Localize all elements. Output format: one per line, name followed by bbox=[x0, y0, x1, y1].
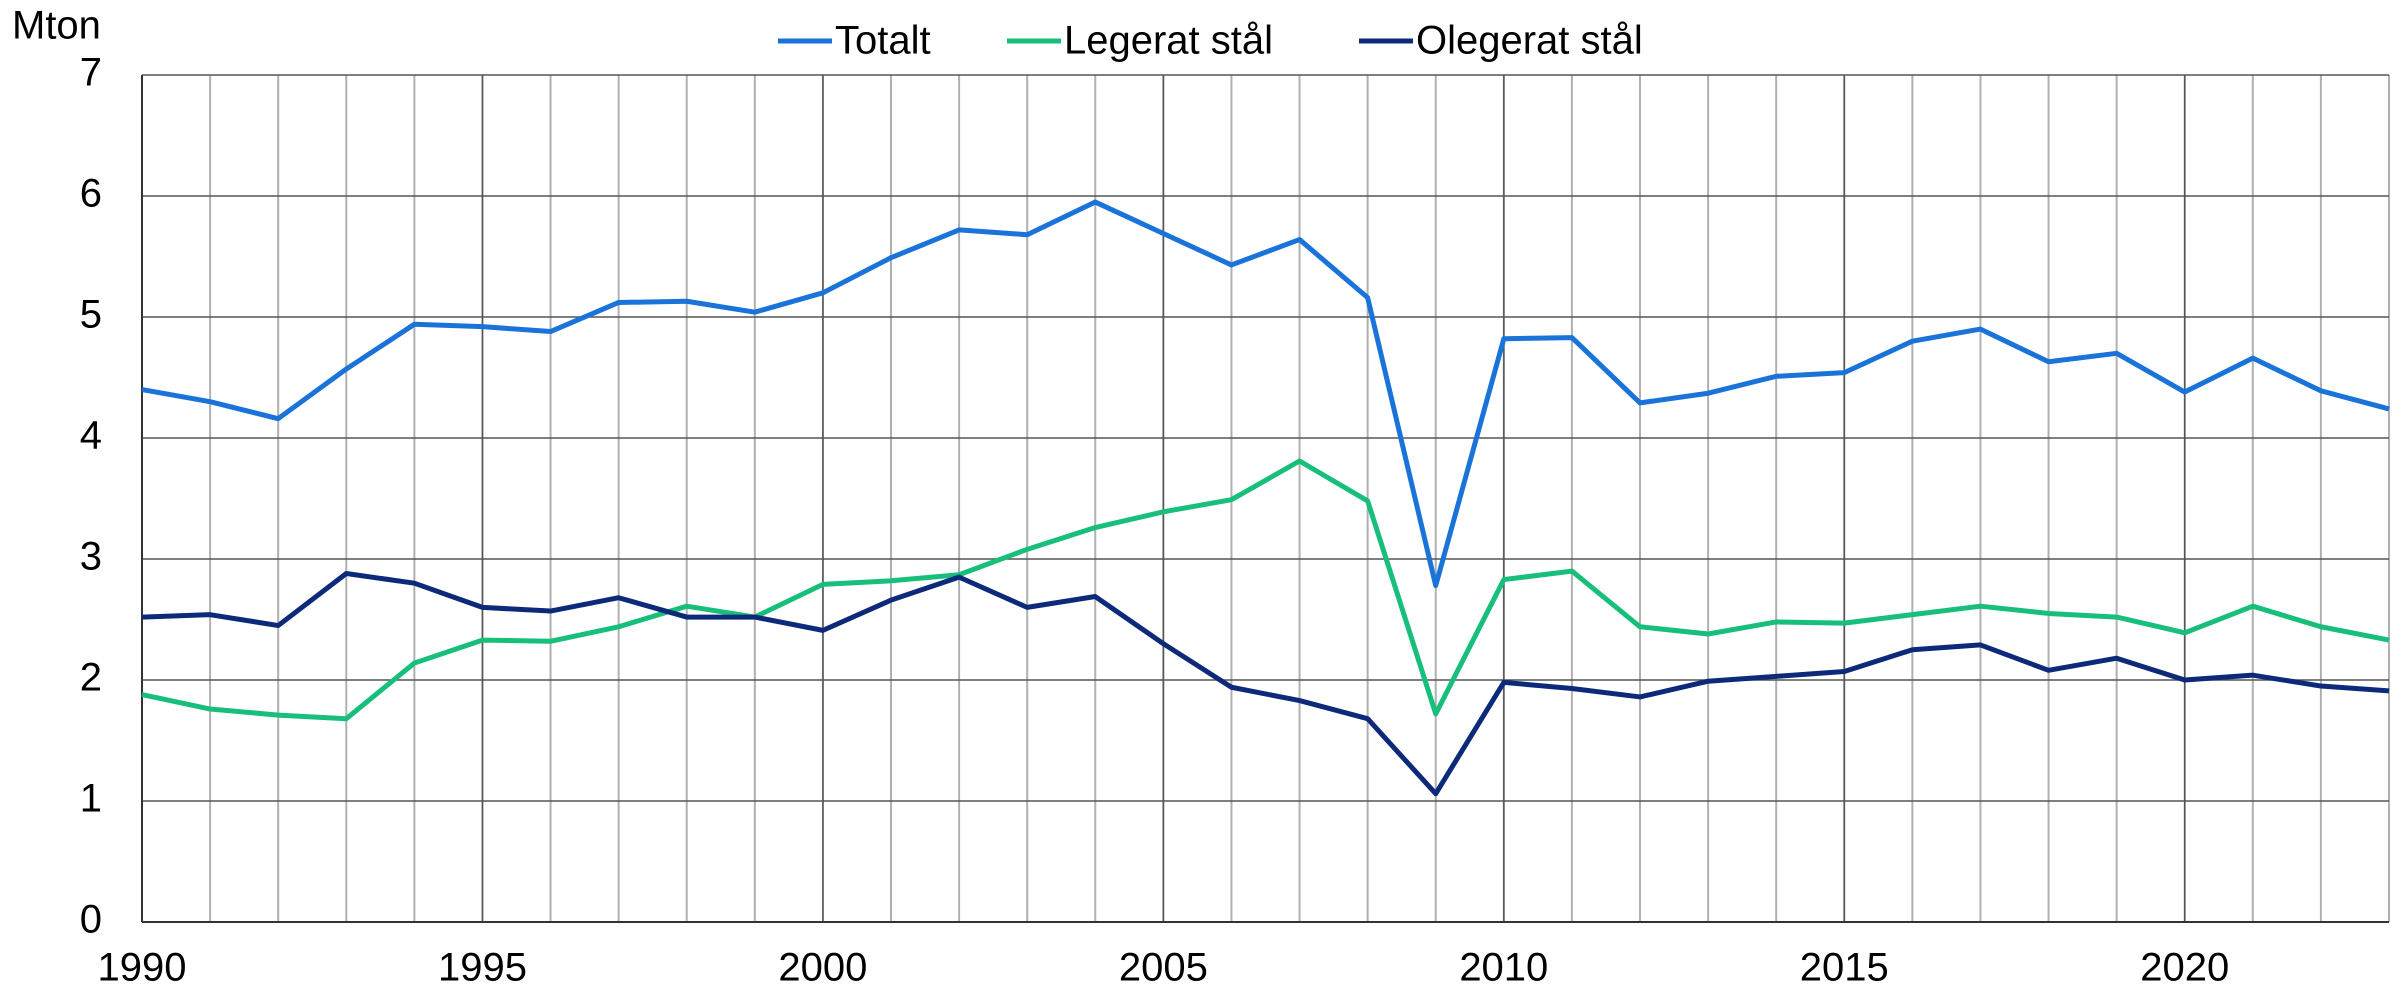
legend-label: Totalt bbox=[835, 19, 931, 63]
y-tick-label: 4 bbox=[80, 414, 102, 458]
x-tick-label: 2005 bbox=[1119, 946, 1208, 990]
y-axis-label: Mton bbox=[12, 4, 101, 48]
x-tick-label: 2010 bbox=[1459, 946, 1548, 990]
series-line bbox=[141, 199, 2390, 589]
x-tick-label: 1990 bbox=[98, 946, 187, 990]
series-line bbox=[141, 458, 2390, 722]
legend-label: Legerat stål bbox=[1064, 19, 1273, 63]
y-tick-label: 1 bbox=[80, 777, 102, 821]
series-line bbox=[141, 571, 2390, 797]
x-tick-label: 1995 bbox=[438, 946, 527, 990]
y-tick-label: 5 bbox=[80, 293, 102, 337]
y-tick-label: 3 bbox=[80, 535, 102, 579]
y-tick-label: 2 bbox=[80, 656, 102, 700]
x-tick-label: 2000 bbox=[778, 946, 867, 990]
legend-label: Olegerat stål bbox=[1416, 19, 1643, 63]
y-tick-label: 0 bbox=[80, 898, 102, 942]
y-tick-label: 7 bbox=[80, 51, 102, 95]
y-tick-label: 6 bbox=[80, 172, 102, 216]
x-tick-label: 2020 bbox=[2140, 946, 2229, 990]
x-tick-label: 2015 bbox=[1800, 946, 1889, 990]
